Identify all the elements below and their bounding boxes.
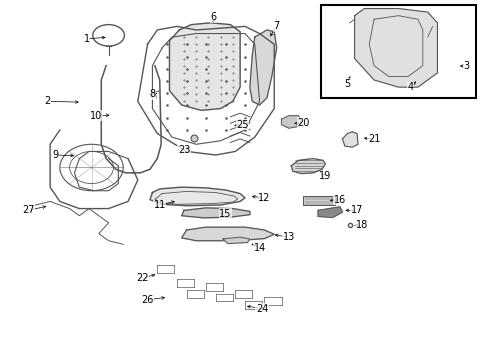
Polygon shape [291,158,325,174]
Text: 25: 25 [236,120,249,130]
Text: 15: 15 [220,209,232,219]
Polygon shape [250,30,277,105]
Text: 18: 18 [356,220,368,230]
Polygon shape [182,227,274,241]
Text: 21: 21 [368,134,380,144]
Text: 4: 4 [408,82,414,92]
Text: 14: 14 [253,243,266,253]
Bar [320,5,476,98]
Text: 22: 22 [136,273,149,283]
Text: 3: 3 [464,61,470,71]
Text: 6: 6 [210,13,217,22]
Polygon shape [355,9,438,87]
Text: 24: 24 [256,303,268,314]
Text: 23: 23 [178,145,190,155]
Text: 12: 12 [258,193,270,203]
Text: 16: 16 [334,195,346,204]
Polygon shape [150,187,245,206]
Text: 9: 9 [52,150,58,160]
Polygon shape [182,208,250,218]
Polygon shape [343,132,358,147]
Text: 20: 20 [297,118,310,128]
Polygon shape [170,23,240,111]
Text: 8: 8 [149,89,155,99]
Polygon shape [282,116,301,128]
Text: 11: 11 [153,200,166,210]
Text: 7: 7 [273,21,280,31]
Text: 5: 5 [344,78,350,89]
Text: 19: 19 [319,171,332,181]
Text: 2: 2 [45,96,51,107]
Text: 10: 10 [90,111,102,121]
Text: 17: 17 [351,205,363,215]
Text: 1: 1 [84,34,90,44]
Text: 26: 26 [142,295,154,305]
Polygon shape [223,237,250,244]
Text: 27: 27 [22,205,34,215]
Polygon shape [318,207,343,217]
Bar [303,196,335,205]
Text: 13: 13 [283,232,295,242]
